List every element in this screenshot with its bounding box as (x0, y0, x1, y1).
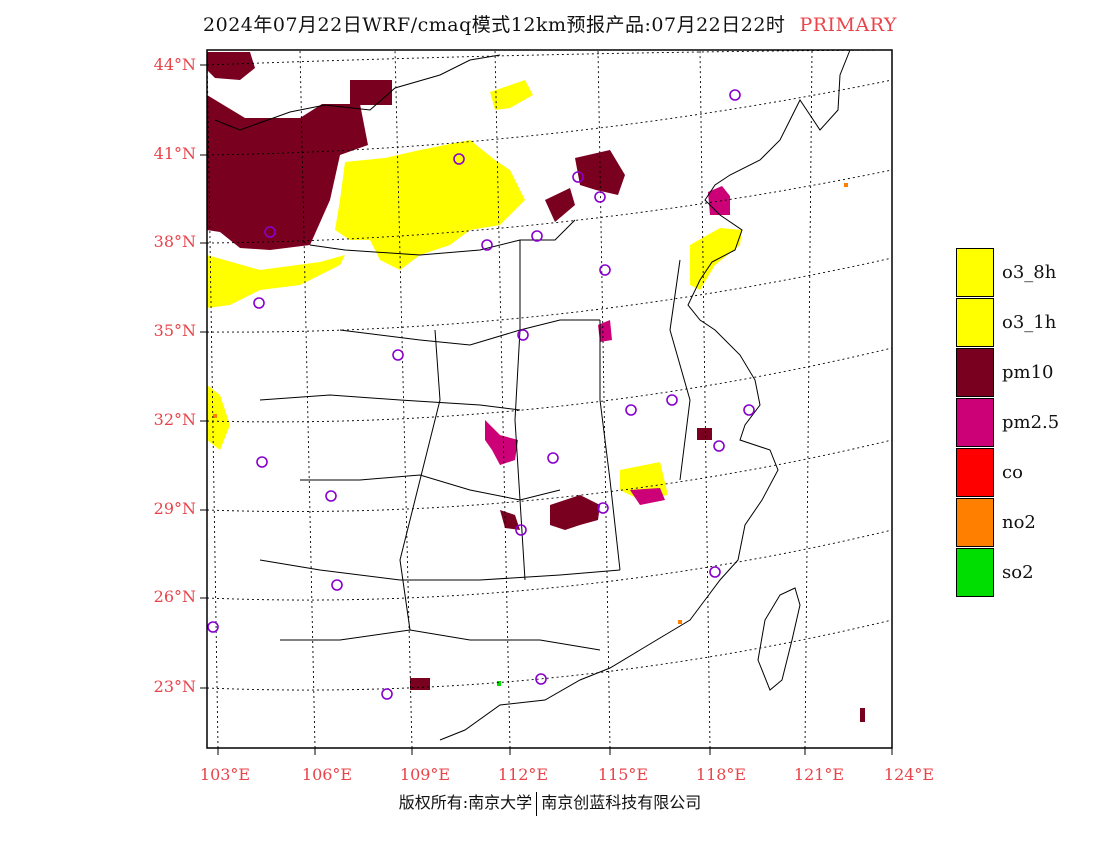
copyright-right: 南京创蓝科技有限公司 (541, 793, 702, 812)
lon-label-115: 115°E (597, 765, 649, 784)
city-markers (207, 89, 755, 700)
lat-label-41: 41°N (153, 144, 196, 163)
lon-label-106: 106°E (301, 765, 353, 784)
map-title: 2024年07月22日WRF/cmaq模式12km预报产品:07月22日22时 P… (0, 10, 1100, 37)
pm25-region-liaodong (708, 186, 730, 215)
so2-cell (497, 681, 501, 686)
footer-separator (536, 791, 538, 816)
legend-label: no2 (1002, 512, 1036, 533)
lat-label-26: 26°N (153, 587, 196, 606)
legend-swatch (956, 548, 994, 597)
copyright-left: 版权所有:南京大学 (398, 793, 533, 812)
pm10-region-top (207, 52, 255, 80)
lon-label-121: 121°E (793, 765, 845, 784)
pm10-region-hebei (545, 188, 575, 222)
no2-cell (678, 620, 682, 624)
taiwan-outline (757, 587, 801, 691)
legend-swatch (956, 448, 994, 497)
province-lines (259, 219, 691, 651)
legend-swatch (956, 498, 994, 547)
legend-swatch (956, 248, 994, 297)
lat-label-23: 23°N (153, 677, 196, 696)
pm25-region-henan (598, 320, 612, 342)
legend-label: o3_8h (1002, 262, 1057, 283)
lat-label-38: 38°N (153, 232, 196, 251)
pm10-region-south (410, 678, 430, 690)
o3-region-loess (207, 255, 345, 308)
lon-label-112: 112°E (497, 765, 549, 784)
tick-marks (200, 64, 893, 755)
no2-cell (844, 183, 848, 187)
legend-label: pm2.5 (1002, 412, 1060, 433)
copyright-footer: 版权所有:南京大学 南京创蓝科技有限公司 (0, 789, 1100, 816)
legend-label: so2 (1002, 562, 1034, 583)
lat-label-44: 44°N (153, 55, 196, 74)
legend-label: co (1002, 462, 1023, 483)
pm10-region-hunan-small (500, 510, 520, 530)
pm25-region-hubei (485, 420, 518, 465)
primary-tag: PRIMARY (799, 14, 897, 36)
title-text: 2024年07月22日WRF/cmaq模式12km预报产品:07月22日22时 (203, 14, 786, 36)
pm10-region-hunan (550, 495, 600, 530)
lon-label-109: 109°E (399, 765, 451, 784)
border-north (214, 54, 501, 131)
pm25-region-jiangxi (630, 488, 665, 505)
pm10-region-inner-mongolia (350, 80, 392, 105)
pollution-overlay (207, 52, 865, 722)
lon-label-103: 103°E (199, 765, 251, 784)
legend-swatch (956, 348, 994, 397)
map-frame (206, 49, 893, 749)
o3-region-west (207, 385, 230, 450)
coastline (439, 49, 851, 741)
legend-label: o3_1h (1002, 312, 1057, 333)
lat-label-35: 35°N (153, 321, 196, 340)
o3-region-shanxi-north (335, 140, 525, 270)
pm10-region-jiangsu (697, 428, 712, 440)
lon-label-124: 124°E (883, 765, 935, 784)
lon-label-118: 118°E (695, 765, 747, 784)
o3-region-north (490, 80, 533, 110)
legend-label: pm10 (1002, 362, 1054, 383)
legend-swatch (956, 398, 994, 447)
pm10-region-northwest (207, 95, 368, 250)
lat-label-32: 32°N (153, 410, 196, 429)
o3-region-shandong (690, 228, 742, 290)
boundaries (214, 49, 851, 741)
lat-label-29: 29°N (153, 499, 196, 518)
no2-cell (213, 414, 217, 418)
legend-swatch (956, 298, 994, 347)
pm10-cell (860, 708, 865, 722)
